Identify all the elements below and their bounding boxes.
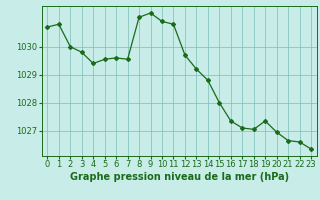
- X-axis label: Graphe pression niveau de la mer (hPa): Graphe pression niveau de la mer (hPa): [70, 172, 289, 182]
